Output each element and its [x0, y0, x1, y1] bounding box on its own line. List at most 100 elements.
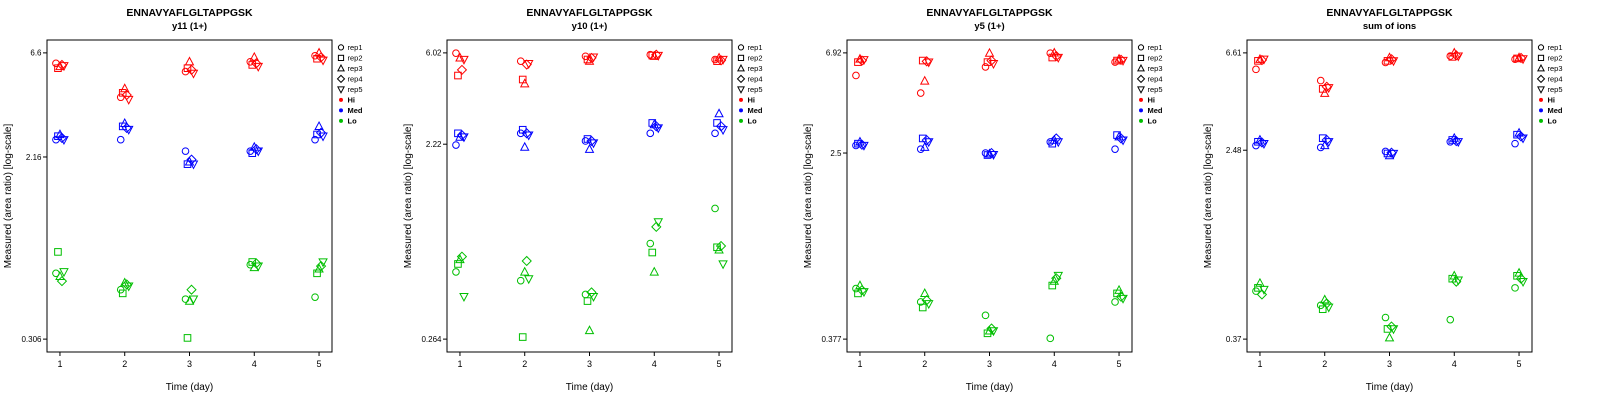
legend-rep-label: rep4 — [748, 75, 763, 84]
y-tick-label: 0.37 — [1226, 335, 1242, 344]
point-lo-rep2 — [248, 258, 257, 266]
point-lo-rep3 — [649, 266, 660, 276]
point-med-rep1 — [452, 141, 460, 149]
legend-dot-lo — [739, 118, 743, 123]
point-med-rep3 — [855, 136, 865, 146]
x-tick-label: 3 — [187, 359, 192, 369]
point-lo-rep4 — [1051, 273, 1062, 284]
point-hi-rep1 — [916, 89, 925, 97]
point-lo-rep1 — [646, 239, 655, 248]
point-med-rep1 — [711, 129, 719, 138]
legend-marker-rep3 — [1137, 63, 1145, 72]
point-hi-rep5 — [523, 60, 534, 70]
point-lo-rep2 — [313, 269, 321, 278]
y-tick-label: 2.22 — [426, 140, 442, 149]
legend-level-label: Med — [748, 106, 763, 115]
point-hi-rep4 — [856, 55, 868, 66]
point-hi-rep5 — [1388, 57, 1399, 67]
point-hi-rep3 — [119, 83, 130, 93]
point-lo-rep2 — [118, 289, 127, 298]
legend-marker-rep1 — [1137, 44, 1145, 51]
legend-rep-label: rep4 — [1148, 75, 1163, 84]
x-axis-label: Time (day) — [166, 382, 213, 393]
point-hi-rep1 — [452, 49, 460, 57]
x-tick-label: 5 — [317, 359, 322, 369]
point-hi-rep4 — [1256, 54, 1268, 66]
point-lo-rep3 — [519, 266, 530, 276]
point-med-rep3 — [1449, 132, 1460, 142]
point-lo-rep1 — [1511, 284, 1519, 292]
point-hi-rep4 — [715, 55, 727, 66]
legend-level-label: Lo — [1548, 117, 1558, 126]
point-lo-rep5 — [718, 260, 728, 270]
x-tick-label: 4 — [252, 359, 257, 369]
point-lo-rep2 — [454, 260, 462, 268]
point-hi-rep1 — [1381, 58, 1390, 67]
point-lo-rep3 — [1384, 332, 1395, 342]
point-hi-rep2 — [1448, 53, 1457, 61]
x-axis-label: Time (day) — [966, 382, 1013, 393]
chart-panel-y11: ENNAVYAFLGLTAPPGSK y11 (1+) Measured (area… — [0, 0, 400, 400]
point-hi-rep4 — [1515, 52, 1527, 64]
x-axis-label: Time (day) — [1366, 382, 1413, 393]
point-lo-rep4 — [456, 251, 468, 262]
x-tick-label: 3 — [987, 359, 992, 369]
point-med-rep5 — [1518, 134, 1528, 144]
point-hi-rep5 — [923, 58, 934, 68]
point-lo-rep5 — [253, 262, 264, 272]
legend-marker-rep4 — [1136, 74, 1146, 84]
chart-panel-y10: ENNAVYAFLGLTAPPGSK y10 (1+) Measured (area… — [400, 0, 800, 400]
chart-subtitle: sum of ions — [1363, 21, 1416, 32]
point-med-rep5 — [123, 125, 134, 135]
point-lo-rep4 — [1451, 276, 1462, 287]
x-tick-label: 1 — [1257, 359, 1262, 369]
point-med-rep1 — [916, 145, 925, 153]
point-hi-rep5 — [718, 55, 728, 65]
point-lo-rep3 — [55, 271, 65, 280]
point-lo-rep5 — [653, 218, 664, 228]
legend-marker-rep5 — [1137, 86, 1145, 94]
point-hi-rep5 — [588, 53, 599, 63]
point-lo-rep5 — [988, 327, 999, 337]
point-lo-rep2 — [1318, 305, 1327, 314]
point-med-rep1 — [1316, 143, 1325, 152]
point-hi-rep5 — [253, 62, 264, 72]
scatter-plot-sum-of-ions: ENNAVYAFLGLTAPPGSK sum of ions Measured (a… — [1203, 7, 1563, 393]
x-tick-label: 3 — [587, 359, 592, 369]
chart-title: ENNAVYAFLGLTAPPGSK — [926, 7, 1053, 19]
point-hi-rep3 — [584, 55, 595, 65]
point-lo-rep3 — [1049, 275, 1060, 285]
legend-marker-rep4 — [336, 74, 346, 84]
legend-marker-rep5 — [1537, 86, 1545, 94]
point-med-rep3 — [714, 108, 724, 118]
point-hi-rep1 — [1252, 65, 1260, 74]
y-tick-label: 2.48 — [1226, 146, 1242, 155]
point-med-rep5 — [523, 131, 534, 141]
plot-box — [846, 39, 1133, 353]
point-hi-rep4 — [1115, 54, 1127, 65]
legend-rep-label: rep5 — [1148, 85, 1163, 94]
point-lo-rep3 — [455, 254, 465, 264]
legend-rep-label: rep2 — [748, 54, 763, 63]
point-lo-rep1 — [311, 293, 319, 301]
point-hi-rep2 — [454, 71, 462, 80]
x-tick-label: 2 — [522, 359, 527, 369]
legend-rep-label: rep1 — [748, 43, 763, 52]
legend-marker-rep2 — [737, 54, 745, 61]
point-lo-rep3 — [984, 325, 995, 335]
point-med-rep3 — [314, 121, 324, 130]
y-tick-label: 0.264 — [421, 335, 442, 344]
point-lo-rep2 — [918, 303, 927, 312]
chart-subtitle: y11 (1+) — [172, 21, 207, 32]
legend-dot-med — [339, 108, 343, 113]
chart-panel-sum-of-ions: ENNAVYAFLGLTAPPGSK sum of ions Measured (a… — [1200, 0, 1600, 400]
legend-rep-label: rep2 — [348, 54, 363, 63]
legend-marker-rep3 — [737, 63, 745, 72]
point-lo-rep2 — [648, 248, 657, 257]
legend-level-label: Med — [348, 106, 363, 115]
point-lo-rep5 — [1053, 271, 1064, 281]
legend-rep-label: rep1 — [1548, 43, 1563, 52]
point-hi-rep1 — [646, 50, 655, 59]
legend-rep-label: rep3 — [748, 64, 763, 73]
legend-marker-rep1 — [337, 44, 345, 51]
